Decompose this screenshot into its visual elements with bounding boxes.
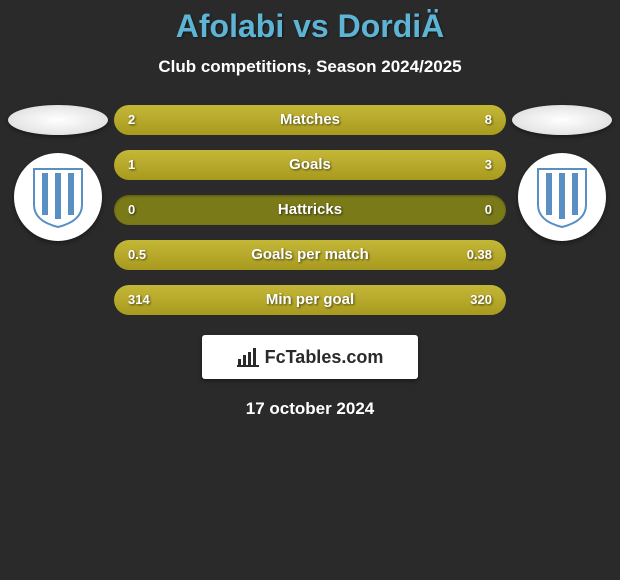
page-title: Afolabi vs DordiÄ [0, 8, 620, 45]
stat-label: Goals per match [114, 240, 506, 270]
stat-bar: 00Hattricks [114, 195, 506, 225]
stat-bar: 28Matches [114, 105, 506, 135]
shield-icon [30, 165, 86, 229]
left-player-column [8, 105, 108, 241]
left-club-badge [14, 153, 102, 241]
bar-chart-icon [237, 347, 259, 367]
page-subtitle: Club competitions, Season 2024/2025 [0, 57, 620, 77]
stat-label: Goals [114, 150, 506, 180]
right-player-column [512, 105, 612, 241]
stat-label: Min per goal [114, 285, 506, 315]
stats-panel: 28Matches 13Goals 00Hattricks 0.50.38Goals … [108, 105, 512, 315]
stat-bar: 0.50.38Goals per match [114, 240, 506, 270]
footer-date: 17 october 2024 [0, 399, 620, 419]
left-avatar-placeholder [8, 105, 108, 135]
right-club-badge [518, 153, 606, 241]
stat-label: Matches [114, 105, 506, 135]
brand-label: FcTables.com [265, 347, 384, 368]
comparison-card: Afolabi vs DordiÄ Club competitions, Sea… [0, 0, 620, 419]
stat-bar: 13Goals [114, 150, 506, 180]
stat-label: Hattricks [114, 195, 506, 225]
shield-icon [534, 165, 590, 229]
brand-box[interactable]: FcTables.com [202, 335, 418, 379]
stat-bar: 314320Min per goal [114, 285, 506, 315]
main-row: 28Matches 13Goals 00Hattricks 0.50.38Goals … [0, 105, 620, 315]
right-avatar-placeholder [512, 105, 612, 135]
